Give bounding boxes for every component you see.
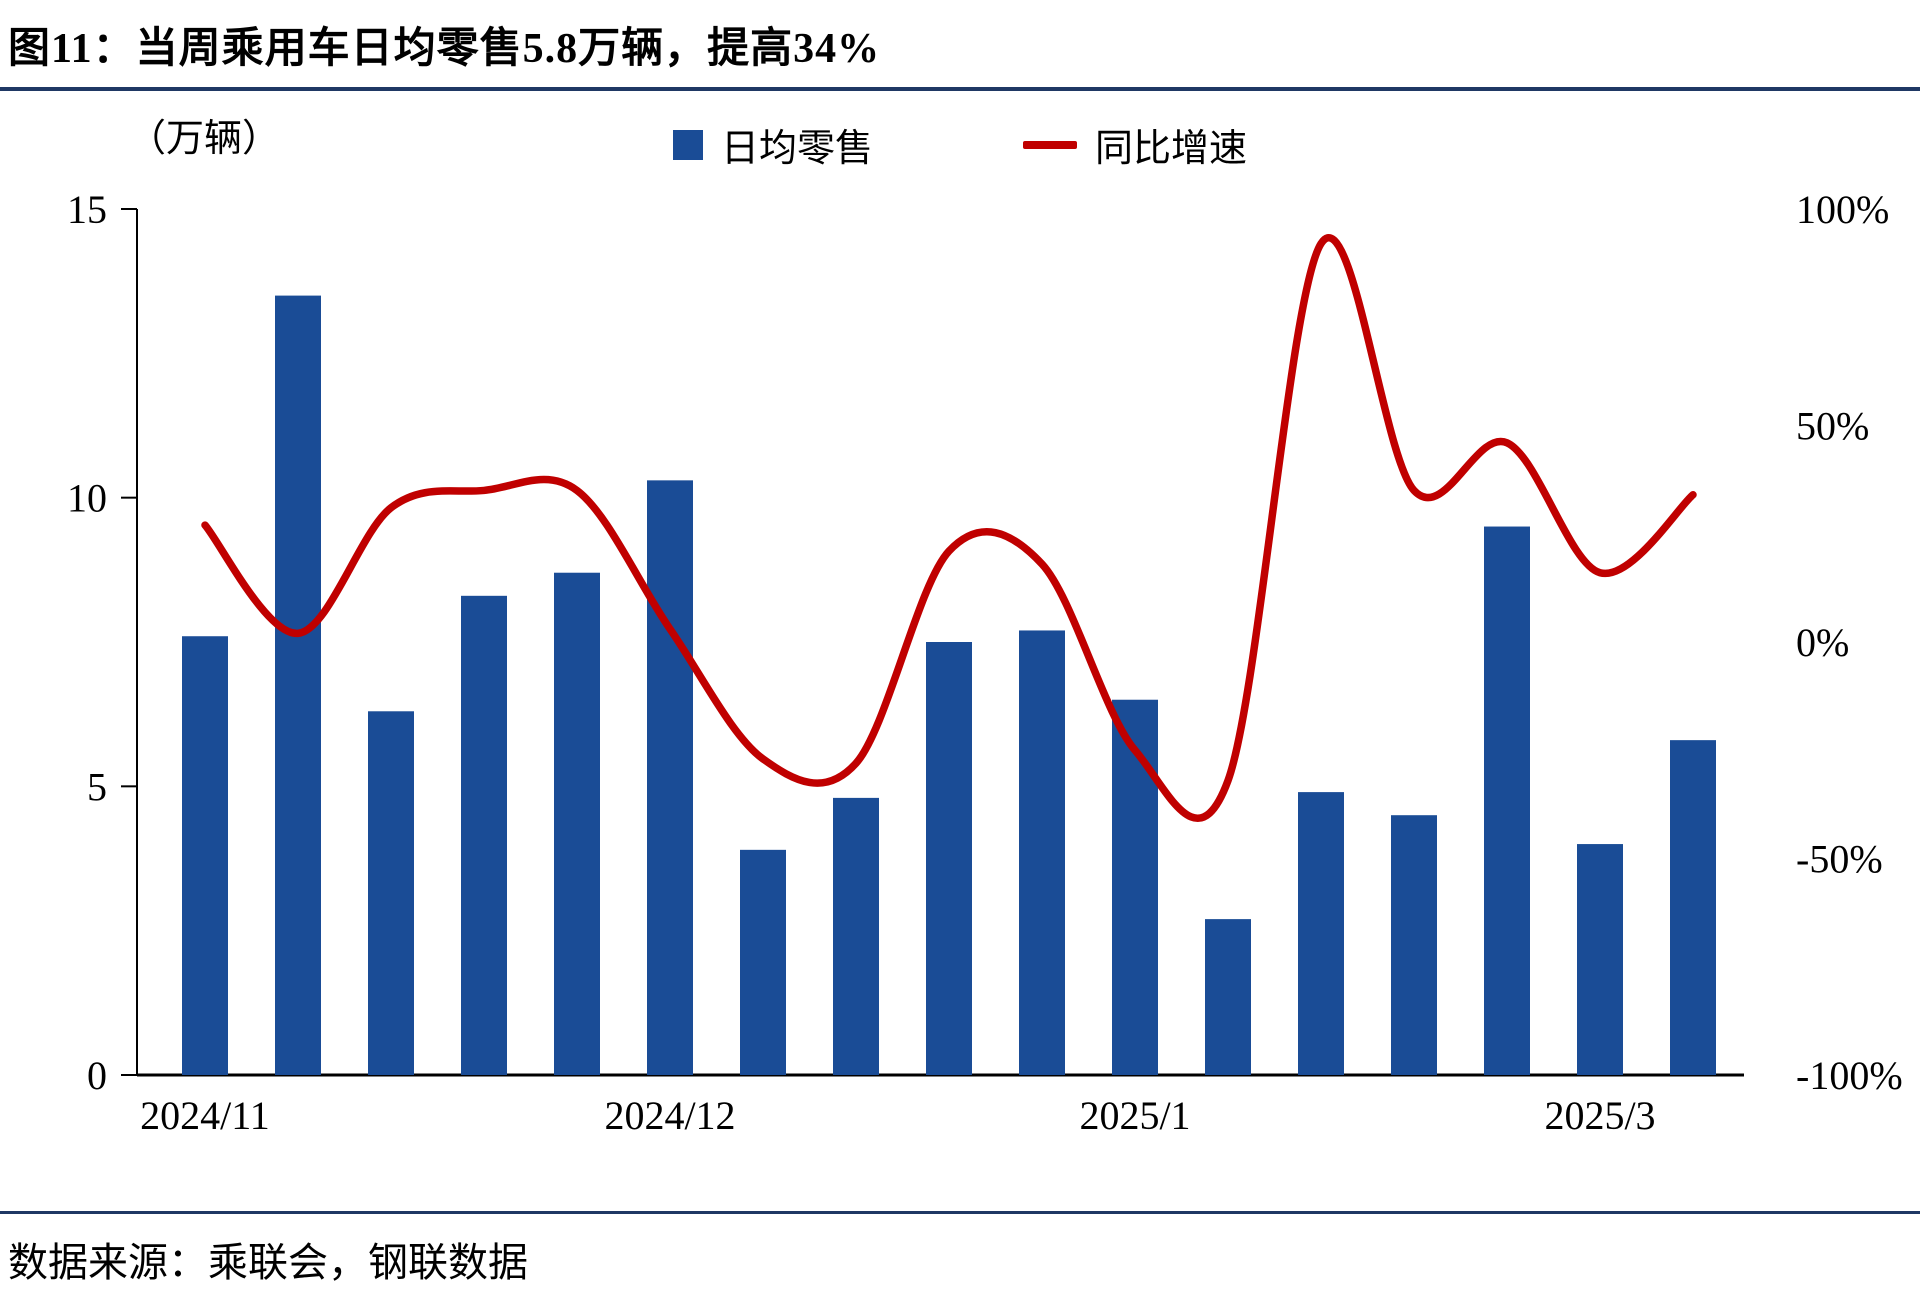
legend-label-line: 同比增速	[1095, 128, 1248, 170]
retail-bar	[275, 295, 321, 1076]
right-axis-label: -50%	[1796, 837, 1883, 882]
footer-block: 数据来源：乘联会，钢联数据	[0, 1211, 1920, 1298]
retail-bar	[926, 642, 972, 1075]
yoy-line	[201, 234, 1697, 822]
chart-title: 图11：当周乘用车日均零售5.8万辆，提高34%	[8, 26, 881, 72]
retail-bar	[1205, 919, 1251, 1075]
right-axis-label: 0%	[1796, 620, 1849, 665]
left-axis-label: 15	[67, 187, 107, 232]
retail-bar	[182, 636, 228, 1075]
retail-bar	[647, 480, 693, 1075]
x-axis-label: 2024/11	[140, 1093, 270, 1138]
retail-bar	[368, 711, 414, 1075]
retail-bar	[1112, 699, 1158, 1075]
retail-bar	[554, 572, 600, 1075]
retail-bar	[833, 797, 879, 1075]
right-axis-label: -100%	[1796, 1053, 1903, 1098]
right-axis-label: 50%	[1796, 404, 1869, 449]
line-swatch-icon	[1023, 140, 1077, 149]
x-axis-label: 2025/3	[1544, 1093, 1655, 1138]
title-block: 图11：当周乘用车日均零售5.8万辆，提高34%	[0, 0, 1920, 91]
retail-bar	[1019, 630, 1065, 1075]
retail-bar	[740, 849, 786, 1075]
bar-swatch-icon	[672, 129, 703, 160]
legend: 日均零售 同比增速	[0, 117, 1920, 172]
left-axis-label: 5	[87, 764, 107, 809]
right-axis-label: 100%	[1796, 187, 1889, 232]
retail-bar	[1484, 526, 1530, 1075]
x-axis-label: 2025/1	[1079, 1093, 1190, 1138]
data-source: 数据来源：乘联会，钢联数据	[8, 1240, 528, 1285]
retail-bar	[1577, 844, 1623, 1075]
chart-svg: 15 10 5 0 100% 50% 0% -50% -100% 2024/11 2024/12 20…	[67, 187, 1903, 1138]
retail-bar	[461, 595, 507, 1075]
legend-label-bar: 日均零售	[720, 128, 873, 170]
retail-bar	[1670, 740, 1716, 1075]
retail-bar	[1391, 815, 1437, 1075]
left-axis-label: 0	[87, 1053, 107, 1098]
x-axis-label: 2024/12	[604, 1093, 735, 1138]
chart-area: （万辆） 日均零售 同比增速 15 10 5 0 100% 50% 0% -50% -100% 2…	[0, 91, 1920, 1211]
left-axis-unit-label: （万辆）	[128, 118, 281, 160]
legend-item-line: 同比增速	[1023, 117, 1247, 172]
left-axis-label: 10	[67, 476, 107, 521]
retail-bar	[1298, 792, 1344, 1075]
legend-item-bar: 日均零售	[672, 117, 873, 172]
